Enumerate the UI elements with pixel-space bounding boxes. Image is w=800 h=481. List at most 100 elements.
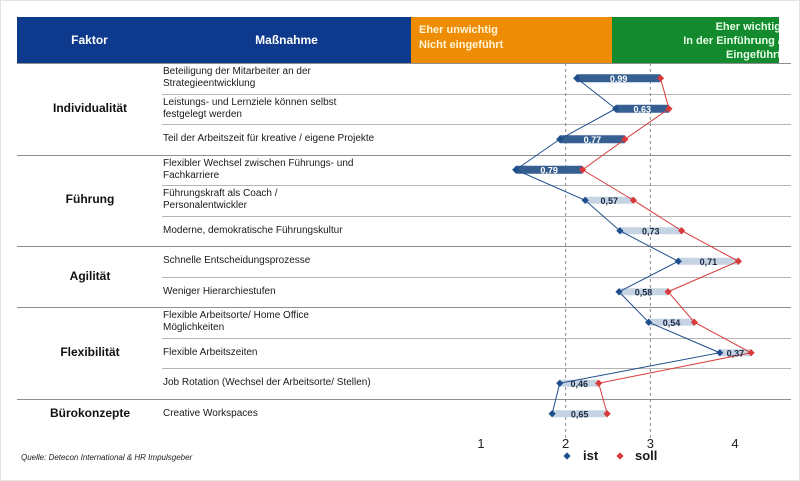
legend-soll-label: soll xyxy=(635,448,657,463)
row-separator xyxy=(162,337,791,339)
soll-point xyxy=(603,410,611,418)
ist-point xyxy=(556,379,564,387)
header-faktor-label: Faktor xyxy=(71,33,108,47)
gap-bar xyxy=(619,227,682,235)
soll-point xyxy=(734,257,742,265)
gap-label: 0,46 xyxy=(570,379,588,389)
ist-point xyxy=(548,410,556,418)
ist-point xyxy=(616,227,624,235)
massnahme-label-line: festgelegt werden xyxy=(163,108,242,120)
massnahme-label-line: Beteiligung der Mitarbeiter an der xyxy=(163,66,311,78)
soll-point xyxy=(579,166,587,174)
row-separator xyxy=(162,368,791,369)
gap-bar xyxy=(559,135,625,144)
gap-label: 0,99 xyxy=(610,74,628,84)
massnahme-label: Führungskraft als Coach / Personalentwick… xyxy=(163,188,413,212)
header-high-line1: Eher wichtig xyxy=(715,21,779,33)
faktor-label: Führung xyxy=(65,192,115,207)
soll-point xyxy=(656,74,665,82)
massnahme-label: Leistungs- und Lernziele können selbst fe… xyxy=(163,97,413,121)
header-massnahme-label: Maßnahme xyxy=(255,33,318,47)
gap-label: 0,63 xyxy=(634,104,652,114)
header-low-line1: Eher unwichtig xyxy=(419,24,498,36)
gap-bar xyxy=(585,196,634,204)
massnahme-label: Flexible Arbeitszeiten xyxy=(163,347,413,359)
massnahme-label-line: Schnelle Entscheidungsprozesse xyxy=(163,255,311,267)
header-high-importance: Eher wichtig In der Einführung / Eingefü… xyxy=(612,17,779,63)
ist-point xyxy=(645,318,653,326)
header-massnahme: Maßnahme xyxy=(162,17,411,63)
faktor-label: Bürokonzepte xyxy=(49,405,130,420)
massnahme-label-line: Teil der Arbeitszeit für kreative / eige… xyxy=(163,133,375,145)
gap-label: 0,79 xyxy=(540,165,558,175)
massnahme-label-line: Führungskraft als Coach / xyxy=(163,188,278,200)
massnahme-label-line: Strategieentwicklung xyxy=(163,78,256,90)
soll-point xyxy=(665,105,673,113)
x-tick-label: 1 xyxy=(477,436,484,451)
header-high-line3: Eingeführt xyxy=(726,49,779,61)
soll-point xyxy=(621,135,629,143)
faktor-label: Flexibilität xyxy=(60,344,120,359)
gap-label: 0,73 xyxy=(642,226,660,236)
legend-ist-label: ist xyxy=(583,448,599,463)
massnahme-label: Schnelle Entscheidungsprozesse xyxy=(163,255,413,267)
ist-point xyxy=(716,349,724,357)
ist-series-line xyxy=(514,77,722,414)
ist-point xyxy=(612,105,620,113)
legend-soll-marker xyxy=(616,452,624,460)
soll-point xyxy=(678,227,686,235)
massnahme-label-line: Leistungs- und Lernziele können selbst xyxy=(163,96,337,108)
gap-bar xyxy=(515,165,583,174)
soll-point xyxy=(690,318,698,326)
gap-label: 0,54 xyxy=(663,318,681,328)
massnahme-label-line: Flexibler Wechsel zwischen Führungs- und xyxy=(163,157,354,169)
gap-label: 0,77 xyxy=(584,135,602,145)
x-tick-label: 3 xyxy=(647,436,654,451)
x-tick-label: 2 xyxy=(562,436,569,451)
massnahme-label-line: Weniger Hierarchiestufen xyxy=(163,285,276,297)
massnahme-label: Flexibler Wechsel zwischen Führungs- und… xyxy=(163,158,413,182)
soll-point xyxy=(664,288,672,296)
group-separator xyxy=(17,307,791,308)
row-separator xyxy=(162,215,791,217)
row-separator xyxy=(162,276,791,278)
header-faktor: Faktor xyxy=(17,17,162,63)
ist-point xyxy=(512,166,520,174)
header-high-line2: In der Einführung / xyxy=(683,35,779,47)
soll-point xyxy=(629,196,637,204)
source-note: Quelle: Detecon International & HR Impul… xyxy=(21,453,193,462)
row-separator xyxy=(162,185,791,186)
group-separator xyxy=(17,246,791,247)
group-separator xyxy=(17,398,791,400)
massnahme-label: Beteiligung der Mitarbeiter an der Strate… xyxy=(163,66,413,90)
massnahme-label-line: Personalentwickler xyxy=(163,200,247,212)
faktor-label: Agilität xyxy=(69,268,111,283)
massnahme-label-line: Moderne, demokratische Führungskultur xyxy=(163,224,343,236)
gap-label: 0,71 xyxy=(700,257,718,267)
group-separator xyxy=(17,154,791,156)
row-separator xyxy=(162,124,791,125)
massnahme-label-line: Creative Workspaces xyxy=(163,407,258,419)
massnahme-label: Moderne, demokratische Führungskultur xyxy=(163,225,413,237)
gap-bar xyxy=(559,379,599,387)
massnahme-label: Flexible Arbeitsorte/ Home Office Möglich… xyxy=(163,310,413,334)
soll-series-line xyxy=(581,78,753,414)
faktor-label: Individualität xyxy=(52,100,127,115)
x-tick-label: 4 xyxy=(731,436,738,451)
massnahme-label: Teil der Arbeitszeit für kreative / eige… xyxy=(163,133,413,145)
gap-label: 0,58 xyxy=(635,287,653,297)
massnahme-label-line: Flexible Arbeitsorte/ Home Office xyxy=(163,310,309,322)
ist-point xyxy=(556,135,564,143)
gap-bar xyxy=(619,288,669,296)
gap-bar xyxy=(552,410,608,418)
header-low-line2: Nicht eingeführt xyxy=(419,39,504,51)
massnahme-label-line: Fachkarriere xyxy=(163,169,220,181)
massnahme-label: Creative Workspaces xyxy=(163,408,413,420)
gap-bar xyxy=(576,74,661,83)
massnahme-label: Weniger Hierarchiestufen xyxy=(163,286,413,298)
ist-point xyxy=(573,74,581,82)
massnahme-label-line: Flexible Arbeitszeiten xyxy=(163,346,258,358)
gap-label: 0,65 xyxy=(571,409,589,419)
header-low-importance: Eher unwichtig Nicht eingeführt xyxy=(411,17,612,63)
